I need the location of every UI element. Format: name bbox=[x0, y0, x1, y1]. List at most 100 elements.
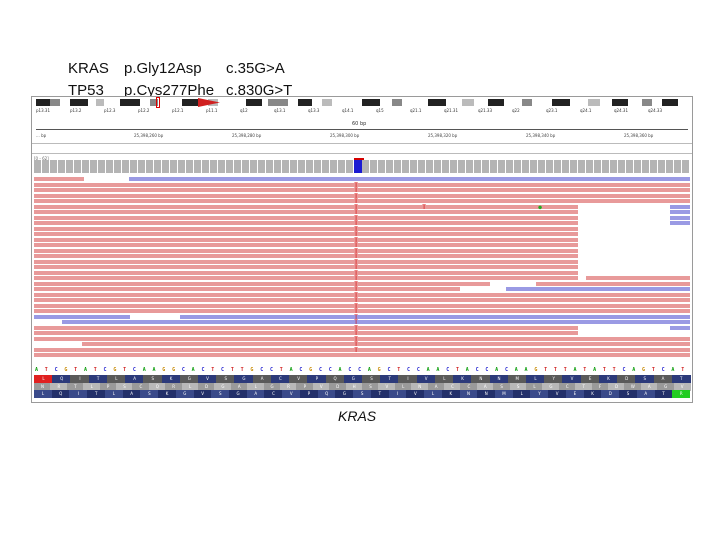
amino-acid: Q bbox=[317, 390, 336, 398]
cytoband bbox=[462, 99, 474, 106]
forward-read[interactable] bbox=[34, 210, 578, 214]
amino-acid: G bbox=[263, 382, 281, 391]
forward-read[interactable] bbox=[34, 215, 578, 220]
coverage-bar bbox=[370, 160, 377, 173]
reference-base: T bbox=[240, 367, 244, 373]
reference-base: C bbox=[446, 367, 450, 373]
amino-acid: C bbox=[444, 382, 461, 391]
amino-acid: G bbox=[179, 375, 199, 383]
coverage-bar bbox=[530, 160, 537, 173]
amino-acid: K bbox=[441, 390, 460, 398]
forward-read[interactable] bbox=[34, 353, 690, 357]
reference-base: T bbox=[397, 367, 401, 373]
forward-read[interactable] bbox=[34, 237, 578, 242]
reference-base: C bbox=[132, 367, 136, 373]
forward-read[interactable] bbox=[34, 298, 690, 302]
coverage-bar bbox=[306, 160, 313, 173]
forward-read[interactable] bbox=[34, 177, 84, 181]
reference-base: A bbox=[671, 367, 675, 373]
amino-acid: A bbox=[476, 382, 494, 391]
forward-read[interactable] bbox=[34, 243, 578, 247]
amino-acid: G bbox=[343, 375, 363, 383]
forward-read[interactable] bbox=[34, 309, 690, 313]
amino-acid: S bbox=[143, 375, 163, 383]
coverage-bar bbox=[66, 160, 73, 173]
coverage-bar bbox=[570, 160, 577, 173]
reverse-read[interactable] bbox=[670, 204, 690, 209]
reference-base: A bbox=[142, 367, 146, 373]
forward-read[interactable] bbox=[34, 232, 578, 236]
forward-read[interactable] bbox=[34, 270, 578, 275]
coverage-bar bbox=[234, 160, 241, 173]
forward-read[interactable] bbox=[34, 182, 690, 187]
reverse-read[interactable] bbox=[670, 210, 690, 214]
cytoband bbox=[322, 99, 332, 106]
forward-read[interactable] bbox=[34, 259, 578, 264]
reverse-read[interactable] bbox=[506, 287, 690, 291]
cytoband bbox=[298, 99, 312, 106]
forward-read[interactable] bbox=[34, 248, 578, 253]
forward-read[interactable] bbox=[34, 254, 578, 258]
forward-read[interactable] bbox=[586, 276, 690, 280]
coverage-bar bbox=[418, 160, 425, 173]
reverse-read[interactable] bbox=[670, 325, 690, 330]
coverage-bar bbox=[114, 160, 121, 173]
forward-read[interactable] bbox=[34, 221, 578, 225]
forward-read[interactable] bbox=[34, 325, 578, 330]
forward-read[interactable] bbox=[34, 281, 490, 286]
cytoband bbox=[642, 99, 652, 106]
reference-base: C bbox=[622, 367, 626, 373]
forward-read[interactable] bbox=[34, 226, 578, 231]
reference-base: C bbox=[299, 367, 303, 373]
reverse-read[interactable] bbox=[670, 215, 690, 220]
reverse-read[interactable] bbox=[180, 314, 690, 319]
forward-read[interactable] bbox=[34, 199, 690, 203]
coverage-track[interactable] bbox=[34, 158, 690, 173]
coverage-bar bbox=[226, 160, 233, 173]
reverse-read[interactable] bbox=[670, 221, 690, 225]
cytoband bbox=[522, 99, 532, 106]
forward-read[interactable] bbox=[34, 193, 690, 198]
forward-read[interactable] bbox=[34, 303, 690, 308]
coverage-bar bbox=[282, 160, 289, 173]
amino-acid: C bbox=[558, 382, 576, 391]
amino-acid: S bbox=[635, 375, 655, 383]
header-divider bbox=[32, 143, 692, 144]
reference-base: C bbox=[201, 367, 205, 373]
amino-acid: D bbox=[198, 382, 215, 391]
amino-acid: L bbox=[394, 382, 412, 391]
reference-base: C bbox=[269, 367, 273, 373]
forward-read[interactable] bbox=[82, 342, 690, 346]
amino-acid: V bbox=[416, 375, 436, 383]
forward-read[interactable] bbox=[34, 265, 578, 269]
reverse-read[interactable] bbox=[62, 320, 690, 324]
reverse-read[interactable] bbox=[129, 177, 690, 181]
amino-acid: S bbox=[362, 382, 379, 391]
forward-read[interactable] bbox=[34, 188, 690, 192]
coverage-bar bbox=[674, 160, 681, 173]
amino-acid: V bbox=[548, 390, 567, 398]
cytoband-label: q13.3 bbox=[308, 108, 320, 113]
reference-base: C bbox=[328, 367, 332, 373]
forward-read[interactable] bbox=[34, 292, 690, 297]
forward-read[interactable] bbox=[34, 204, 578, 209]
cytoband-labels: p13.31 p13.2 p12.3 p12.2 p12.1 p11.1 q12 q13.1 q… bbox=[32, 108, 692, 118]
reference-base: A bbox=[465, 367, 469, 373]
reverse-read[interactable] bbox=[34, 314, 130, 319]
forward-read[interactable] bbox=[34, 331, 578, 335]
amino-acid: Q bbox=[148, 382, 166, 391]
amino-acid: N bbox=[411, 382, 429, 391]
forward-read[interactable] bbox=[536, 281, 690, 286]
forward-read[interactable] bbox=[34, 287, 460, 291]
coverage-bar bbox=[426, 160, 433, 173]
amino-acid: K bbox=[161, 375, 181, 383]
forward-read[interactable] bbox=[34, 276, 578, 280]
alignment-track[interactable]: T T T T T T T T T T T T T T T T T T T T T T T T T T T T T T T T ● bbox=[34, 177, 690, 367]
coverage-bar bbox=[34, 160, 41, 173]
coverage-bar bbox=[266, 160, 273, 173]
forward-read[interactable] bbox=[34, 336, 690, 341]
reference-base: G bbox=[534, 367, 538, 373]
chromosome-ideogram[interactable] bbox=[32, 97, 692, 108]
cytoband bbox=[70, 99, 88, 106]
forward-read[interactable] bbox=[34, 347, 690, 352]
